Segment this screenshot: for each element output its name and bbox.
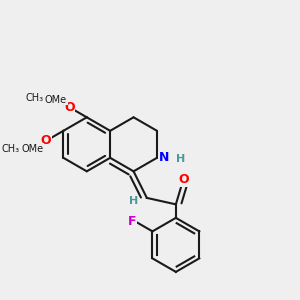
Text: O: O [178, 173, 188, 186]
Text: H: H [176, 154, 185, 164]
Text: H: H [129, 196, 138, 206]
Text: CH₃: CH₃ [25, 93, 43, 103]
Text: O: O [64, 101, 75, 114]
Text: N: N [159, 151, 169, 164]
Text: F: F [128, 215, 136, 228]
Text: OMe: OMe [22, 144, 44, 154]
Text: CH₃: CH₃ [2, 144, 20, 154]
Text: O: O [41, 134, 52, 147]
Text: OMe: OMe [45, 94, 67, 104]
Text: O: O [51, 93, 61, 106]
